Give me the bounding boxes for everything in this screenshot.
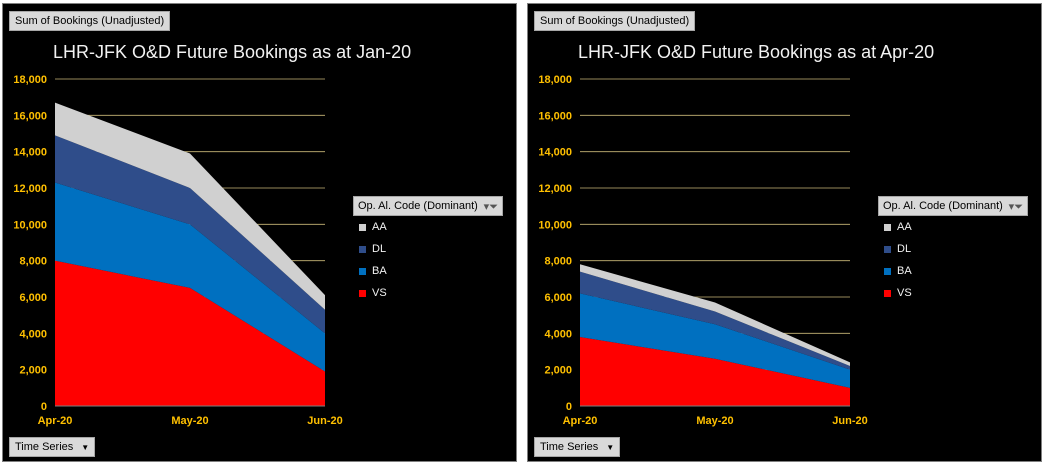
legend-item-aa: AA [353,216,503,238]
legend-title: Op. Al. Code (Dominant) [883,200,1003,212]
x-tick-label: Apr-20 [38,415,73,427]
area-series-aa [580,264,850,367]
legend-item-ba: BA [353,260,503,282]
legend-item-ba: BA [878,260,1028,282]
chart-title: LHR-JFK O&D Future Bookings as at Apr-20 [578,42,935,62]
time-series-label: Time Series [15,441,74,453]
legend-filter-button[interactable]: Op. Al. Code (Dominant) ▾⏷ [878,196,1028,216]
y-tick-label: 2,000 [19,365,47,377]
y-tick-label: 4,000 [544,328,572,340]
area-series-dl [580,271,850,370]
y-tick-label: 6,000 [544,292,572,304]
legend-swatch [359,245,366,253]
legend-swatch [884,289,891,297]
area-series-dl [55,135,325,334]
y-tick-label: 8,000 [19,256,47,268]
y-tick-label: 16,000 [13,110,47,122]
sum-of-bookings-button[interactable]: Sum of Bookings (Unadjusted) [9,11,171,31]
legend-swatch [884,267,891,275]
area-series-aa [55,102,325,310]
legend-label: VS [897,287,912,299]
area-series-ba [580,293,850,388]
x-tick-label: May-20 [171,415,208,427]
filter-icon[interactable]: ▾⏷ [483,201,498,213]
legend-item-dl: DL [353,238,503,260]
area-series-vs [580,336,850,406]
dropdown-arrow-icon: ▼ [606,443,615,452]
y-tick-label: 18,000 [538,74,572,86]
legend-label: VS [372,287,387,299]
legend-filter-button[interactable]: Op. Al. Code (Dominant) ▾⏷ [353,196,503,216]
time-series-button[interactable]: Time Series ▼ [9,437,96,457]
y-tick-label: 10,000 [538,219,572,231]
time-series-label: Time Series [540,441,599,453]
y-tick-label: 0 [41,401,47,413]
legend-item-vs: VS [878,282,1028,304]
y-tick-label: 2,000 [544,365,572,377]
x-tick-label: Apr-20 [563,415,598,427]
chart-panel-apr: Sum of Bookings (Unadjusted) LHR-JFK O&D… [527,3,1042,462]
chart-title: LHR-JFK O&D Future Bookings as at Jan-20 [53,42,412,62]
y-tick-label: 10,000 [13,219,47,231]
y-tick-label: 6,000 [19,292,47,304]
x-tick-label: Jun-20 [832,415,867,427]
legend-swatch [884,245,891,253]
legend: Op. Al. Code (Dominant) ▾⏷ AA DL BA VS [878,196,1028,304]
chart-panel-jan: Sum of Bookings (Unadjusted) LHR-JFK O&D… [2,3,517,462]
dropdown-arrow-icon: ▼ [81,443,90,452]
legend-title: Op. Al. Code (Dominant) [358,200,478,212]
y-tick-label: 0 [566,401,572,413]
legend-label: AA [372,221,387,233]
legend: Op. Al. Code (Dominant) ▾⏷ AA DL BA VS [353,196,503,304]
legend-label: BA [897,265,912,277]
area-chart: 0 2,000 4,000 6,000 8,000 10,000 12,000 14,000 1… [538,74,867,427]
x-tick-label: May-20 [696,415,733,427]
y-tick-label: 12,000 [538,183,572,195]
area-series-ba [55,182,325,372]
y-tick-label: 14,000 [538,147,572,159]
y-tick-label: 18,000 [13,74,47,86]
filter-icon[interactable]: ▾⏷ [1008,201,1023,213]
legend-label: BA [372,265,387,277]
legend-item-aa: AA [878,216,1028,238]
legend-label: AA [897,221,912,233]
legend-label: DL [897,243,912,255]
area-chart: 0 2,000 4,000 6,000 8,000 10,000 12,000 14,000 1… [13,74,342,427]
legend-label: DL [372,243,387,255]
y-tick-label: 4,000 [19,328,47,340]
area-series-vs [55,260,325,406]
legend-swatch [359,267,366,275]
legend-swatch [359,289,366,297]
time-series-button[interactable]: Time Series ▼ [534,437,621,457]
sum-of-bookings-button[interactable]: Sum of Bookings (Unadjusted) [534,11,696,31]
y-tick-label: 14,000 [13,147,47,159]
x-tick-label: Jun-20 [307,415,342,427]
legend-item-dl: DL [878,238,1028,260]
legend-swatch [884,223,891,231]
legend-swatch [359,223,366,231]
y-tick-label: 12,000 [13,183,47,195]
legend-item-vs: VS [353,282,503,304]
y-tick-label: 8,000 [544,256,572,268]
y-tick-label: 16,000 [538,110,572,122]
